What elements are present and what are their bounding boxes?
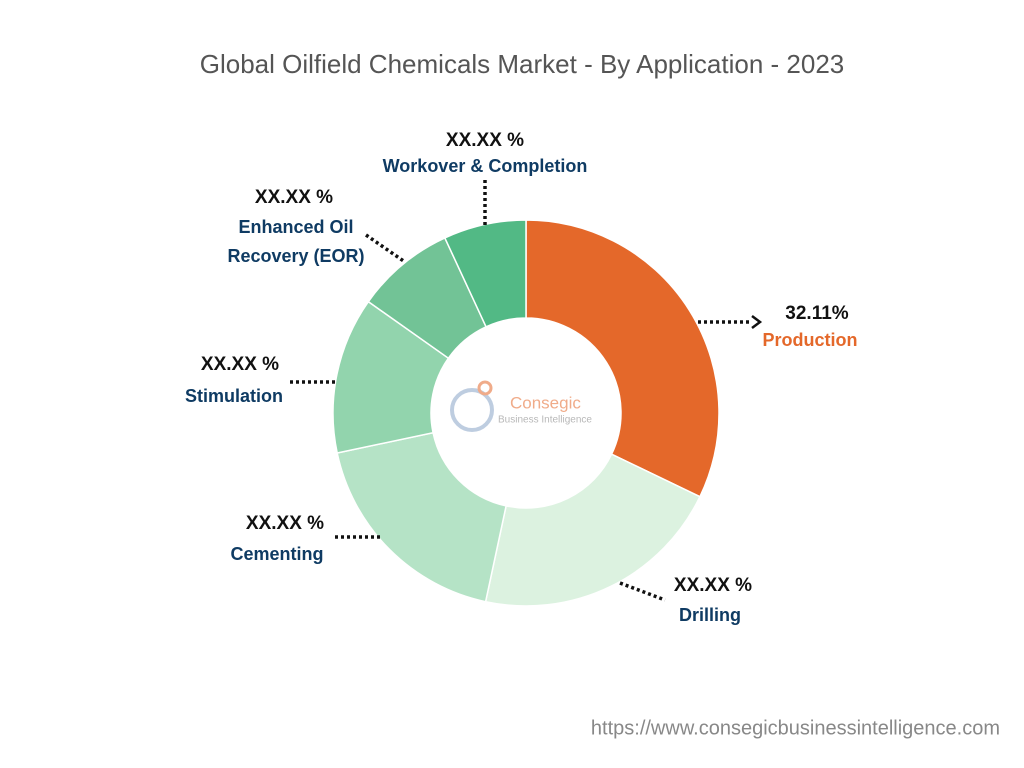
category-label: Workover & Completion <box>382 156 588 176</box>
watermark-name: Consegic <box>510 393 581 412</box>
logo-ring <box>450 388 494 432</box>
category-label: Drilling <box>679 605 741 625</box>
donut-segment <box>443 219 527 328</box>
value-label: XX.XX % <box>200 354 280 375</box>
source-url: https://www.consegicbusinessintelligence… <box>591 717 1000 739</box>
watermark-tagline: Business Intelligence <box>498 415 592 426</box>
donut-segment <box>525 219 720 498</box>
category-label: Production <box>762 330 858 350</box>
leader-line <box>365 233 406 264</box>
logo-dot <box>477 380 493 396</box>
category-label: Cementing <box>230 544 324 564</box>
value-label: XX.XX % <box>245 513 325 534</box>
value-label: 32.11% <box>785 303 849 324</box>
leader-line <box>619 581 666 602</box>
donut-segment <box>484 453 701 607</box>
donut-segment <box>336 431 507 603</box>
watermark-logo: Consegic Business Intelligence <box>450 380 592 432</box>
category-label: Stimulation <box>185 386 283 406</box>
value-label: XX.XX % <box>445 130 525 151</box>
leader-arrow <box>751 315 763 329</box>
category-label: Enhanced Oil Recovery (EOR) <box>227 217 365 266</box>
value-label: XX.XX % <box>673 575 753 596</box>
chart-title: Global Oilfield Chemicals Market - By Ap… <box>200 49 845 79</box>
value-label: XX.XX % <box>254 187 334 208</box>
